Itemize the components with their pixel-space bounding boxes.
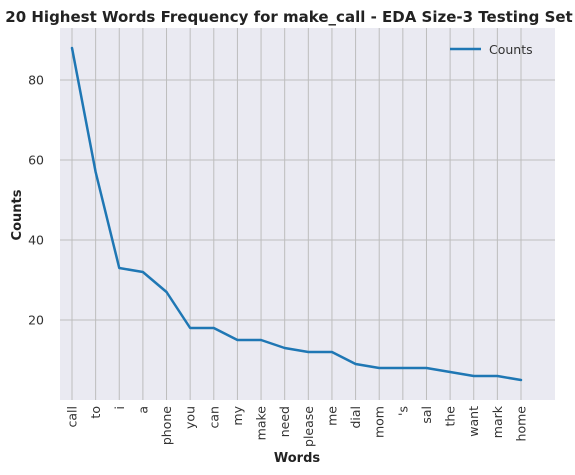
x-tick-label: i (112, 406, 127, 409)
x-tick-label: the (443, 406, 458, 427)
plot-area (60, 28, 555, 400)
y-tick-labels: 20 40 60 80 (28, 73, 44, 328)
y-grid (60, 79, 555, 321)
y-tick-label: 40 (28, 233, 44, 248)
x-tick-label: home (514, 406, 529, 442)
legend-label: Counts (489, 42, 533, 57)
x-tick-label: call (65, 406, 80, 427)
x-tick-label: mark (490, 405, 505, 438)
y-axis-label: Counts (10, 189, 25, 240)
x-tick-label: mom (372, 406, 387, 438)
y-tick-label: 60 (28, 153, 44, 168)
legend: Counts (450, 42, 533, 57)
series-line-counts (70, 46, 523, 382)
x-tick-label: please (301, 406, 316, 447)
x-grid (71, 28, 522, 400)
chart-title: 20 Highest Words Frequency for make_call… (5, 8, 572, 26)
x-tick-label: phone (159, 406, 174, 445)
y-tick-label: 80 (28, 73, 44, 88)
x-tick-label: make (254, 406, 269, 441)
x-tick-label: a (135, 406, 150, 414)
x-tick-label: you (183, 406, 198, 429)
x-tick-label: 's (395, 406, 410, 416)
x-tick-label: want (466, 406, 481, 437)
x-tick-label: me (324, 406, 339, 426)
x-tick-label: need (277, 406, 292, 437)
x-tick-label: my (230, 405, 245, 425)
y-tick-label: 20 (28, 313, 44, 328)
x-tick-label: sal (419, 406, 434, 424)
x-tick-labels: call to i a phone you can my make need please me dia… (65, 405, 529, 447)
x-tick-label: can (206, 406, 221, 428)
x-tick-label: dial (348, 406, 363, 429)
x-tick-label: to (88, 406, 103, 419)
x-axis-label: Words (274, 451, 321, 466)
